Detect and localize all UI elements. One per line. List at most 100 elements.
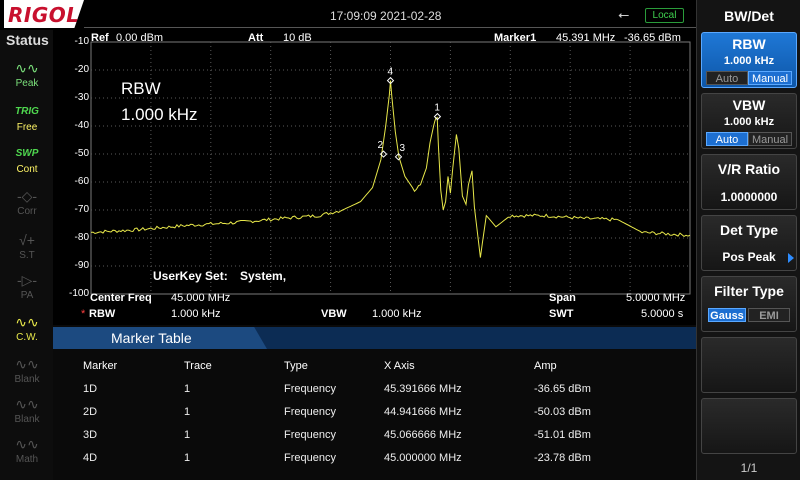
marker-table-header-x-axis: X Axis bbox=[384, 360, 415, 372]
rbw-manual-toggle[interactable]: Manual bbox=[748, 71, 792, 85]
y-tick-label: -40 bbox=[74, 120, 89, 131]
marker-table-cell: Frequency bbox=[284, 406, 336, 418]
det-type-title: Det Type bbox=[719, 222, 779, 238]
marker-table-cell: -51.01 dBm bbox=[534, 429, 591, 441]
math-icon: ∿∿ bbox=[15, 436, 39, 452]
center-freq-label: Center Freq bbox=[90, 292, 152, 304]
marker-point bbox=[394, 153, 403, 161]
usb-icon: ⭠ bbox=[618, 6, 630, 22]
status-label: Cont bbox=[16, 164, 38, 175]
top-bar: RIGOL 17:09:09 2021-02-28 ⭠ Local bbox=[0, 0, 696, 30]
vbw-auto-toggle[interactable]: Auto bbox=[706, 132, 748, 146]
center-freq-value: 45.000 MHz bbox=[171, 292, 231, 304]
top-divider bbox=[84, 27, 696, 28]
marker-table-cell: Frequency bbox=[284, 452, 336, 464]
empty-softkey-1[interactable] bbox=[701, 337, 797, 393]
status-label: PA bbox=[20, 290, 34, 301]
vbw-manual-toggle[interactable]: Manual bbox=[748, 132, 792, 146]
y-tick-label: -100 bbox=[68, 288, 89, 299]
marker-table-titlebar: Marker Table bbox=[53, 327, 696, 349]
rbw-value: 1.000 kHz bbox=[171, 308, 221, 320]
det-type-softkey[interactable]: Det Type Pos Peak bbox=[701, 215, 797, 271]
marker-table-header-marker: Marker bbox=[83, 360, 118, 372]
marker-table-cell: 4D bbox=[83, 452, 98, 464]
rigol-logo: RIGOL bbox=[4, 0, 84, 28]
att-value: 10 dB bbox=[283, 32, 312, 44]
spectrum-svg[interactable]: 1 2 3 4 bbox=[53, 30, 696, 325]
status-swp: SWP Cont bbox=[3, 144, 51, 188]
y-tick-label: -80 bbox=[74, 232, 89, 243]
marker-table-header-type: Type bbox=[284, 360, 308, 372]
status-label: Blank bbox=[14, 414, 40, 425]
marker-table-cell: 2D bbox=[83, 406, 98, 418]
softkey-menu: BW/Det RBW 1.000 kHz Auto Manual VBW 1.0… bbox=[696, 0, 800, 480]
marker-table-cell: -36.65 dBm bbox=[534, 383, 591, 395]
status-cw: ∿∿ C.W. bbox=[3, 312, 51, 356]
y-tick-label: -30 bbox=[74, 92, 89, 103]
status-blank-1: ∿∿ Blank bbox=[3, 354, 51, 398]
status-trig: TRIG Free bbox=[3, 102, 51, 146]
datetime: 17:09:09 2021-02-28 bbox=[330, 9, 442, 23]
vr-ratio-title: V/R Ratio bbox=[717, 161, 781, 177]
swp-icon: SWP bbox=[15, 148, 39, 159]
menu-title: BW/Det bbox=[724, 8, 774, 24]
status-label: Free bbox=[16, 122, 38, 133]
marker-label-2: 2 bbox=[378, 140, 384, 151]
vr-ratio-value: 1.0000000 bbox=[720, 190, 778, 204]
spectrum-plot[interactable]: 1 2 3 4 Ref 0.00 dBm Att 10 dB Marker1 45.3… bbox=[53, 30, 696, 325]
det-type-value: Pos Peak bbox=[722, 250, 776, 264]
vr-ratio-softkey[interactable]: V/R Ratio 1.0000000 bbox=[701, 154, 797, 210]
peak-icon: ∿∿ bbox=[15, 60, 39, 76]
status-label: C.W. bbox=[16, 332, 38, 343]
marker-table-title: Marker Table bbox=[111, 330, 192, 346]
filter-type-softkey[interactable]: Filter Type Gauss EMI bbox=[701, 276, 797, 332]
marker-table-cell: 45.391666 MHz bbox=[384, 383, 462, 395]
marker-table-tab[interactable] bbox=[53, 327, 267, 349]
status-label: Peak bbox=[15, 78, 39, 89]
marker-table-cell: -50.03 dBm bbox=[534, 406, 591, 418]
grid bbox=[90, 41, 691, 295]
status-pa: -▷- PA bbox=[3, 270, 51, 314]
rbw-auto-toggle[interactable]: Auto bbox=[706, 71, 748, 85]
brand-text: RIGOL bbox=[8, 3, 80, 27]
blank-icon: ∿∿ bbox=[15, 356, 39, 372]
rbw-overlay-label: RBW bbox=[121, 79, 161, 98]
trig-icon: TRIG bbox=[15, 106, 39, 117]
status-panel: Status ∿∿ Peak TRIG Free SWP Cont -◇- Co… bbox=[0, 30, 53, 480]
swt-label: SWT bbox=[549, 308, 574, 320]
userkey-label: UserKey Set: bbox=[153, 269, 228, 283]
marker-table-cell: 1 bbox=[184, 429, 191, 441]
marker-point bbox=[379, 150, 388, 158]
marker-point bbox=[433, 112, 442, 121]
userkey-value: System, bbox=[240, 269, 287, 283]
y-tick-label: -10 bbox=[74, 36, 89, 47]
status-math: ∿∿ Math bbox=[3, 434, 51, 478]
span-value: 5.0000 MHz bbox=[626, 292, 686, 304]
marker-table-cell: Frequency bbox=[284, 383, 336, 395]
y-tick-label: -20 bbox=[74, 64, 89, 75]
rbw-softkey[interactable]: RBW 1.000 kHz Auto Manual bbox=[701, 32, 797, 88]
vbw-value: 1.000 kHz bbox=[372, 308, 422, 320]
att-label: Att bbox=[248, 32, 264, 44]
status-label: Math bbox=[15, 454, 39, 465]
marker-table-cell: 1D bbox=[83, 383, 98, 395]
rbw-overlay: RBW 1.000 kHz bbox=[121, 76, 198, 128]
marker-label: Marker1 bbox=[494, 32, 537, 44]
marker-label-1: 1 bbox=[434, 103, 440, 114]
filter-gauss-toggle[interactable]: Gauss bbox=[708, 308, 746, 322]
marker-table-cell: 1 bbox=[184, 406, 191, 418]
info-row-2: * RBW 1.000 kHz VBW 1.000 kHz SWT 5.0000… bbox=[53, 308, 696, 322]
empty-softkey-2[interactable] bbox=[701, 398, 797, 454]
vbw-softkey-value: 1.000 kHz bbox=[723, 116, 775, 128]
filter-emi-toggle[interactable]: EMI bbox=[748, 308, 790, 322]
rbw-star: * bbox=[81, 308, 86, 320]
rbw-overlay-value: 1.000 kHz bbox=[121, 105, 198, 124]
corr-icon: -◇- bbox=[16, 188, 38, 204]
vbw-softkey[interactable]: VBW 1.000 kHz Auto Manual bbox=[701, 93, 797, 149]
marker-table-header-amp: Amp bbox=[534, 360, 557, 372]
y-tick-label: -50 bbox=[74, 148, 89, 159]
filter-type-title: Filter Type bbox=[714, 283, 784, 299]
status-label: Blank bbox=[14, 374, 40, 385]
span-label: Span bbox=[549, 292, 576, 304]
vbw-label: VBW bbox=[321, 308, 347, 320]
